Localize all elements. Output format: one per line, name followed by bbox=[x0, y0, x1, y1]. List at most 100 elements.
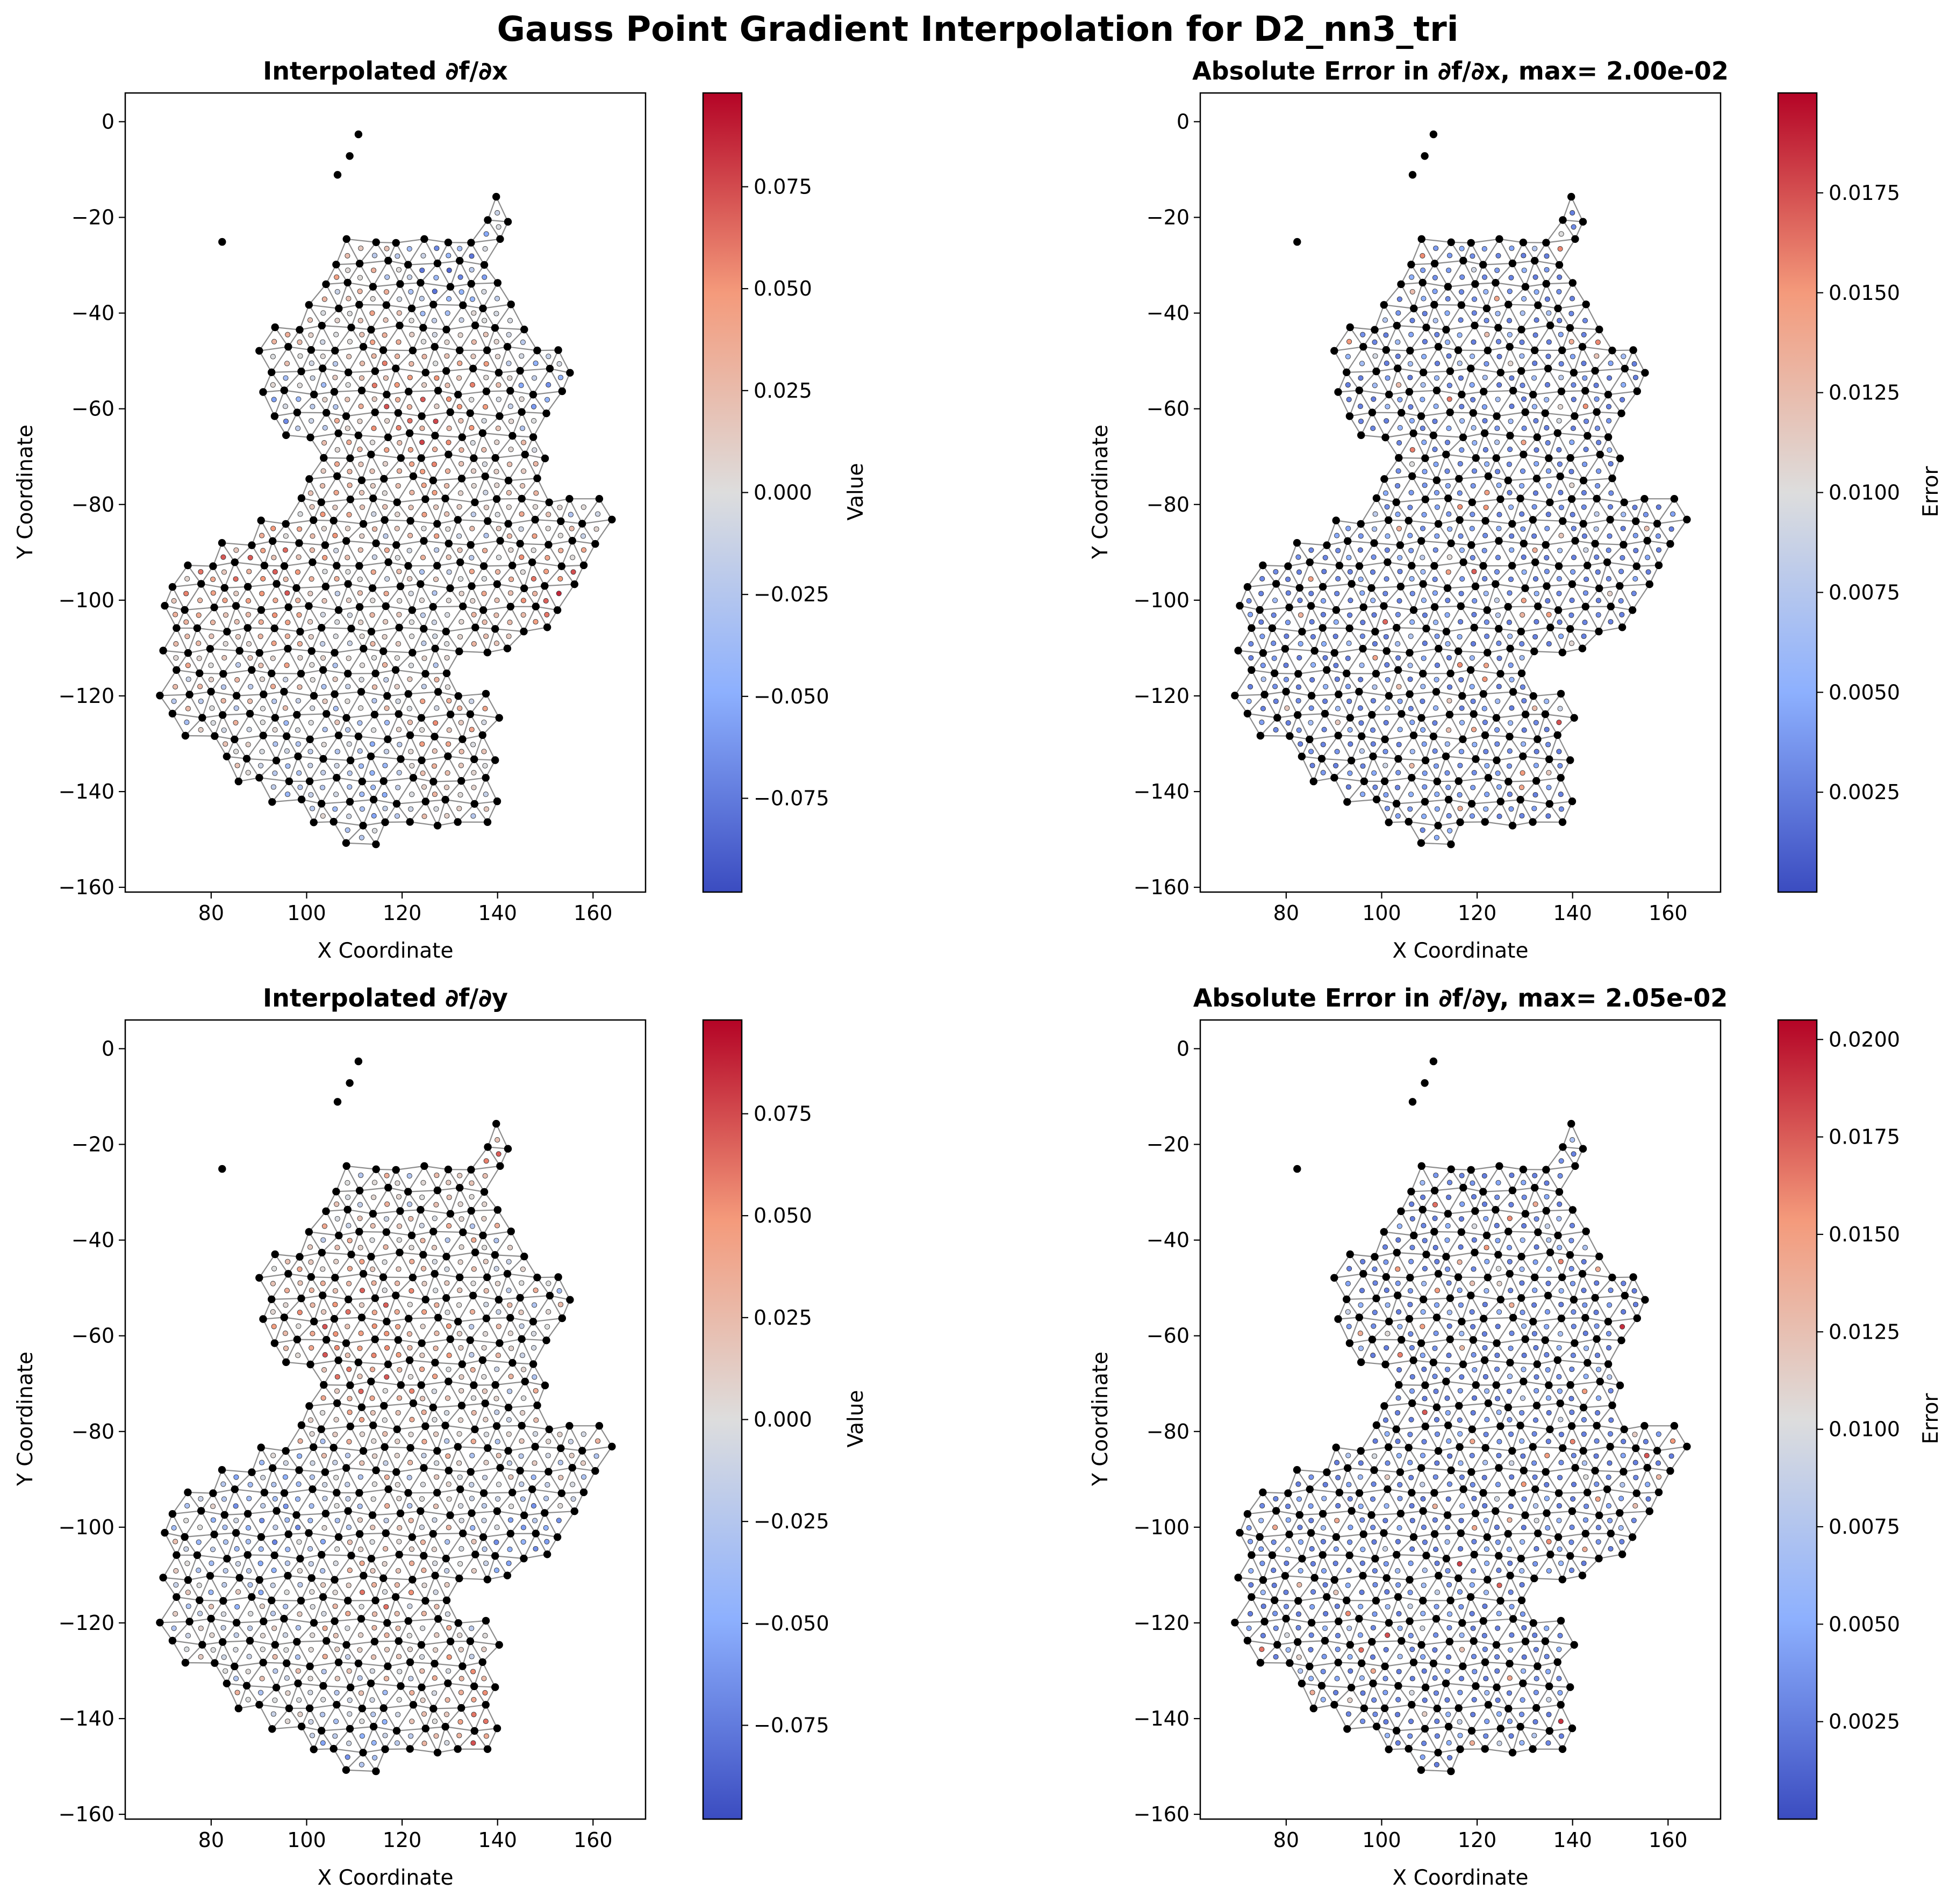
gauss-point bbox=[444, 1280, 450, 1286]
gauss-point bbox=[457, 705, 463, 711]
gauss-point bbox=[1382, 1676, 1388, 1682]
gauss-point bbox=[1296, 569, 1302, 575]
gauss-point bbox=[483, 792, 489, 797]
gauss-point bbox=[444, 1568, 450, 1574]
gauss-point bbox=[1531, 1302, 1537, 1308]
mesh-node bbox=[1272, 1507, 1280, 1515]
gauss-point bbox=[444, 511, 450, 517]
gauss-point bbox=[384, 705, 390, 711]
gauss-point bbox=[420, 1266, 427, 1271]
gauss-point bbox=[1372, 684, 1378, 690]
mesh-node bbox=[1459, 1360, 1467, 1368]
gauss-point bbox=[1509, 1460, 1515, 1466]
y-tick-label: −100 bbox=[1134, 588, 1190, 612]
mesh-node bbox=[491, 1552, 499, 1560]
gauss-point bbox=[309, 547, 315, 553]
mesh-node bbox=[173, 666, 181, 674]
mesh-node bbox=[570, 580, 579, 588]
gauss-point bbox=[233, 547, 239, 553]
gauss-point bbox=[446, 1353, 452, 1359]
gauss-point bbox=[1482, 447, 1488, 452]
mesh-node bbox=[1578, 343, 1587, 351]
mesh-node bbox=[346, 495, 354, 504]
mesh-node bbox=[1509, 688, 1517, 696]
gauss-point bbox=[346, 814, 352, 820]
mesh-node bbox=[1618, 1550, 1627, 1558]
gauss-point bbox=[507, 404, 513, 409]
mesh-node bbox=[1306, 1662, 1314, 1671]
gauss-point bbox=[284, 590, 290, 596]
gauss-point bbox=[369, 741, 375, 747]
gauss-point bbox=[345, 425, 350, 432]
mesh-node bbox=[1385, 390, 1393, 399]
gauss-point bbox=[384, 1503, 390, 1509]
mesh-node bbox=[1469, 409, 1477, 417]
mesh-node bbox=[270, 412, 279, 420]
y-tick-label: −140 bbox=[59, 1707, 114, 1730]
mesh-node bbox=[433, 1489, 441, 1497]
mesh-node bbox=[210, 1531, 218, 1539]
mesh-node bbox=[404, 1188, 412, 1196]
gauss-point bbox=[1545, 1395, 1552, 1401]
mesh-node bbox=[347, 1551, 355, 1560]
gauss-point bbox=[358, 1632, 364, 1638]
gauss-point bbox=[1545, 468, 1552, 474]
gauss-point bbox=[493, 1266, 499, 1271]
gauss-point bbox=[221, 655, 227, 661]
mesh-node bbox=[1604, 1360, 1613, 1368]
gauss-point bbox=[1471, 1697, 1477, 1702]
gauss-point bbox=[284, 1288, 290, 1294]
gauss-point bbox=[358, 1172, 364, 1179]
mesh-node bbox=[329, 817, 338, 826]
gauss-point bbox=[394, 1740, 400, 1746]
gauss-point bbox=[297, 1438, 303, 1444]
gauss-point bbox=[359, 504, 366, 510]
mesh-node bbox=[1446, 1597, 1455, 1605]
gauss-point bbox=[357, 289, 363, 294]
gauss-point bbox=[1395, 1712, 1401, 1718]
gauss-point bbox=[370, 569, 376, 575]
gauss-point bbox=[1584, 1345, 1589, 1352]
gauss-point bbox=[470, 1740, 476, 1746]
mesh-node bbox=[508, 432, 517, 440]
gauss-point bbox=[1434, 1460, 1440, 1466]
gauss-point bbox=[1385, 1604, 1391, 1610]
mesh-node bbox=[1628, 606, 1637, 614]
gauss-point bbox=[310, 1302, 316, 1308]
mesh-node bbox=[1394, 1593, 1402, 1601]
mesh-node bbox=[1495, 235, 1503, 243]
mesh-node bbox=[1393, 1248, 1401, 1257]
gauss-point bbox=[1432, 748, 1438, 754]
gauss-point bbox=[1422, 1568, 1428, 1574]
gauss-point bbox=[431, 763, 438, 769]
gauss-point bbox=[271, 1482, 277, 1488]
figure-title: Gauss Point Gradient Interpolation for D… bbox=[497, 10, 1458, 49]
gauss-point bbox=[1382, 763, 1388, 768]
x-tick-label: 140 bbox=[478, 1828, 517, 1852]
gauss-point bbox=[445, 1539, 450, 1545]
mesh-node bbox=[223, 628, 231, 636]
mesh-node bbox=[1546, 1550, 1554, 1558]
mesh-node bbox=[1417, 412, 1425, 420]
gauss-point bbox=[1482, 1603, 1488, 1609]
gauss-point bbox=[383, 591, 389, 597]
mesh-node bbox=[1408, 1489, 1416, 1497]
gauss-point bbox=[1395, 785, 1401, 791]
mesh-node bbox=[323, 710, 331, 718]
gauss-point bbox=[1558, 375, 1564, 380]
gauss-point bbox=[421, 1611, 427, 1616]
mesh-node bbox=[310, 1619, 318, 1627]
gauss-point bbox=[432, 1517, 438, 1523]
gauss-point bbox=[357, 1345, 363, 1352]
gauss-point bbox=[1345, 1309, 1351, 1315]
gauss-point bbox=[419, 1496, 425, 1502]
gauss-point bbox=[1285, 1503, 1291, 1510]
mesh-node bbox=[1606, 515, 1614, 524]
x-tick-label: 160 bbox=[1649, 1828, 1688, 1852]
mesh-node bbox=[1508, 1447, 1516, 1455]
gauss-point bbox=[1496, 512, 1502, 518]
mesh-node bbox=[1234, 646, 1242, 655]
gauss-point bbox=[1432, 1202, 1438, 1208]
gauss-point bbox=[457, 1417, 464, 1423]
mesh-node bbox=[1357, 1358, 1365, 1366]
